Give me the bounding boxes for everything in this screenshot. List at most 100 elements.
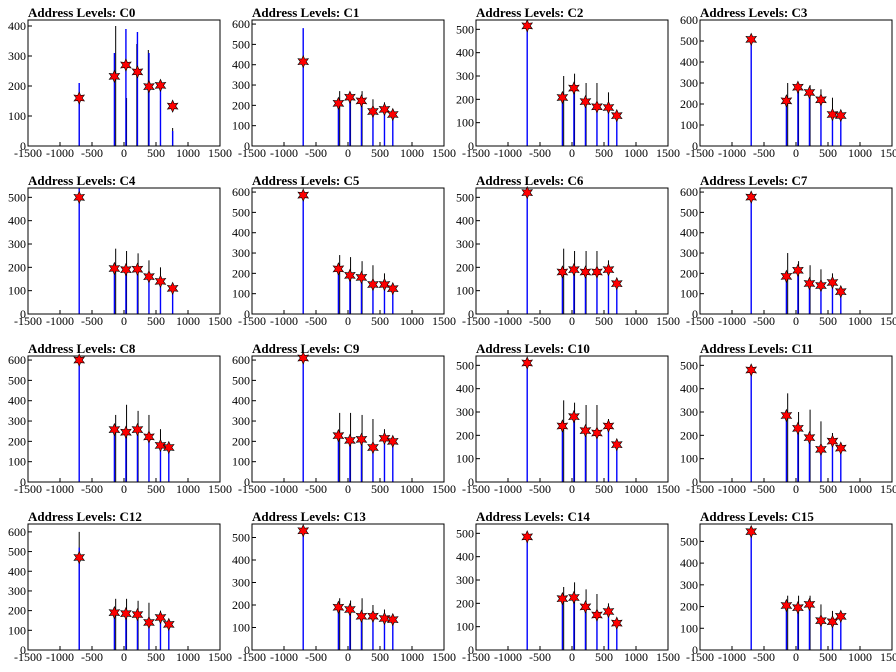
x-tick-label: -500 xyxy=(305,314,327,328)
peak-star-marker xyxy=(568,590,580,605)
peak-star-marker xyxy=(344,602,356,617)
x-tick-label: -1500 xyxy=(462,650,490,664)
peak-star-marker xyxy=(610,276,623,291)
peak-star-marker xyxy=(154,610,167,625)
chart-title: Address Levels: C3 xyxy=(700,5,808,20)
peak-star-marker xyxy=(355,270,368,285)
peak-star-marker xyxy=(162,440,175,455)
chart-svg: Address Levels: C15 0 100 200 300 400 500 -1500… xyxy=(680,509,896,664)
y-tick-label: 0 xyxy=(692,139,698,153)
x-tick-label: 500 xyxy=(371,650,389,664)
x-tick-label: -1000 xyxy=(270,482,298,496)
chart-title: Address Levels: C9 xyxy=(252,341,360,356)
x-tick-label: 0 xyxy=(121,314,127,328)
chart-title: Address Levels: C0 xyxy=(28,5,135,20)
y-tick-label: 400 xyxy=(456,46,474,60)
x-tick-label: 1500 xyxy=(880,314,896,328)
x-tick-label: -500 xyxy=(81,146,103,160)
y-tick-label: 500 xyxy=(8,190,26,204)
chart-title: Address Levels: C7 xyxy=(700,173,808,188)
x-tick-label: -1000 xyxy=(270,314,298,328)
x-tick-label: 0 xyxy=(345,314,351,328)
y-tick-label: 500 xyxy=(680,534,698,548)
peak-star-marker xyxy=(143,430,155,444)
y-tick-label: 400 xyxy=(8,564,26,578)
plot-frame xyxy=(251,19,445,147)
plot-frame xyxy=(27,355,221,483)
y-tick-label: 300 xyxy=(456,237,474,251)
x-tick-label: -1500 xyxy=(686,146,714,160)
peak-star-marker xyxy=(143,615,155,630)
x-tick-label: 500 xyxy=(819,314,837,328)
peak-star-marker xyxy=(386,107,399,122)
peak-star-marker xyxy=(780,598,793,613)
y-tick-label: 400 xyxy=(680,556,698,570)
y-tick-label: 600 xyxy=(8,353,26,367)
y-tick-label: 200 xyxy=(232,598,250,612)
x-tick-label: 500 xyxy=(147,146,165,160)
peak-star-marker xyxy=(815,93,827,107)
plot-frame xyxy=(699,523,893,651)
peak-star-marker xyxy=(579,94,592,109)
plot-frame xyxy=(251,187,445,315)
plot-frame xyxy=(699,355,893,483)
y-tick-label: 0 xyxy=(468,643,474,657)
peak-star-marker xyxy=(826,615,839,629)
x-tick-label: -1000 xyxy=(46,314,74,328)
chart-panel: Address Levels: C5 0 100 200 300 400 500 600 -15… xyxy=(224,168,456,336)
y-tick-label: 200 xyxy=(680,600,698,614)
x-tick-label: 1500 xyxy=(880,146,896,160)
peak-star-marker xyxy=(556,265,569,279)
peak-star-marker xyxy=(803,430,816,445)
chart-title: Address Levels: C2 xyxy=(476,5,583,20)
peak-star-marker xyxy=(154,274,167,289)
y-tick-label: 300 xyxy=(8,584,26,598)
y-tick-label: 400 xyxy=(680,55,698,69)
peak-star-marker xyxy=(834,108,847,123)
y-tick-label: 200 xyxy=(8,434,26,448)
chart-title: Address Levels: C14 xyxy=(476,509,590,524)
peak-star-marker xyxy=(378,102,391,117)
peak-star-marker xyxy=(166,281,179,296)
y-tick-label: 200 xyxy=(456,596,474,610)
peak-star-marker xyxy=(378,277,391,292)
peak-star-marker xyxy=(610,108,623,123)
y-tick-label: 300 xyxy=(232,576,250,590)
x-tick-label: -500 xyxy=(529,482,551,496)
y-tick-label: 0 xyxy=(468,307,474,321)
peak-star-marker xyxy=(73,91,86,105)
peak-star-marker xyxy=(108,261,121,276)
x-tick-label: 1000 xyxy=(624,482,648,496)
x-tick-label: -500 xyxy=(305,482,327,496)
peak-star-marker xyxy=(120,262,132,277)
chart-panel: Address Levels: C11 0 100 200 300 400 500 -1500… xyxy=(672,336,896,504)
plot-frame xyxy=(475,187,669,315)
y-tick-label: 0 xyxy=(244,139,250,153)
peak-star-marker xyxy=(556,90,569,105)
x-tick-label: 1000 xyxy=(400,650,424,664)
peak-star-marker xyxy=(108,422,121,437)
x-tick-label: -1500 xyxy=(686,650,714,664)
chart-panel: Address Levels: C12 0 100 200 300 400 500 600 -1… xyxy=(0,504,232,672)
peak-star-marker xyxy=(386,612,399,627)
peak-star-marker xyxy=(792,421,804,436)
x-tick-label: -1500 xyxy=(238,650,266,664)
peak-star-marker xyxy=(591,265,603,279)
x-tick-label: 500 xyxy=(819,482,837,496)
peak-star-marker xyxy=(355,609,368,623)
y-tick-label: 200 xyxy=(680,428,698,442)
x-tick-label: 0 xyxy=(121,146,127,160)
peak-star-marker xyxy=(131,422,144,437)
x-tick-label: 1500 xyxy=(656,146,680,160)
x-tick-label: 1500 xyxy=(880,650,896,664)
peak-star-marker xyxy=(780,269,793,284)
peak-star-marker xyxy=(579,600,592,614)
y-tick-label: 500 xyxy=(680,205,698,219)
chart-svg: Address Levels: C12 0 100 200 300 400 500 600 -1… xyxy=(8,509,232,664)
peak-star-marker xyxy=(826,434,839,448)
peak-star-marker xyxy=(378,431,391,446)
y-tick-label: 100 xyxy=(8,455,26,469)
peak-star-marker xyxy=(332,262,345,276)
x-tick-label: 500 xyxy=(147,482,165,496)
